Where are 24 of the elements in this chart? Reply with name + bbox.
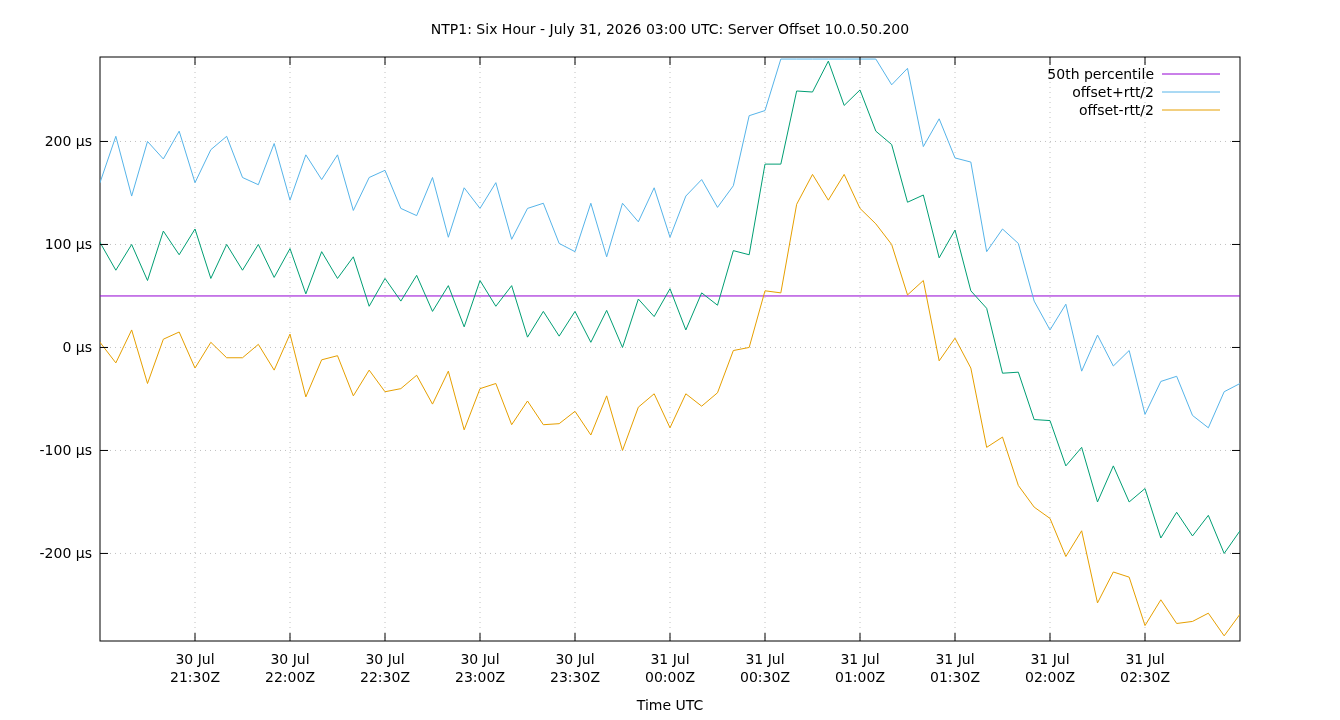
line-series bbox=[100, 173, 1240, 637]
x-tick-label: 30 Jul 22:00Z bbox=[265, 651, 315, 685]
legend-label: offset+rtt/2 bbox=[1072, 84, 1154, 100]
y-tick-label: -200 µs bbox=[39, 545, 92, 562]
y-tick-label: 100 µs bbox=[44, 236, 92, 253]
x-tick-label: 31 Jul 00:00Z bbox=[645, 651, 695, 685]
x-axis-title: Time UTC bbox=[635, 697, 704, 713]
y-tick-label: 0 µs bbox=[62, 339, 92, 356]
y-tick-label: 200 µs bbox=[44, 133, 92, 150]
y-tick-label: -100 µs bbox=[39, 442, 92, 459]
legend-label: offset-rtt/2 bbox=[1078, 102, 1154, 118]
x-tick-label: 31 Jul 00:30Z bbox=[740, 651, 790, 685]
x-tick-label: 31 Jul 01:30Z bbox=[930, 651, 980, 685]
x-tick-label: 31 Jul 02:30Z bbox=[1120, 651, 1170, 685]
x-tick-label: 31 Jul 02:00Z bbox=[1025, 651, 1075, 685]
x-tick-label: 30 Jul 23:30Z bbox=[550, 651, 600, 685]
line-series bbox=[100, 60, 1240, 554]
x-tick-label: 31 Jul 01:00Z bbox=[835, 651, 885, 685]
x-tick-label: 30 Jul 22:30Z bbox=[360, 651, 410, 685]
legend-label: 50th percentile bbox=[1047, 66, 1154, 82]
line-series bbox=[100, 58, 1240, 429]
x-tick-label: 30 Jul 23:00Z bbox=[455, 651, 505, 685]
x-tick-label: 30 Jul 21:30Z bbox=[170, 651, 220, 685]
chart-title: NTP1: Six Hour - July 31, 2026 03:00 UTC: Server Offset 10.0.50.200 bbox=[430, 21, 910, 37]
